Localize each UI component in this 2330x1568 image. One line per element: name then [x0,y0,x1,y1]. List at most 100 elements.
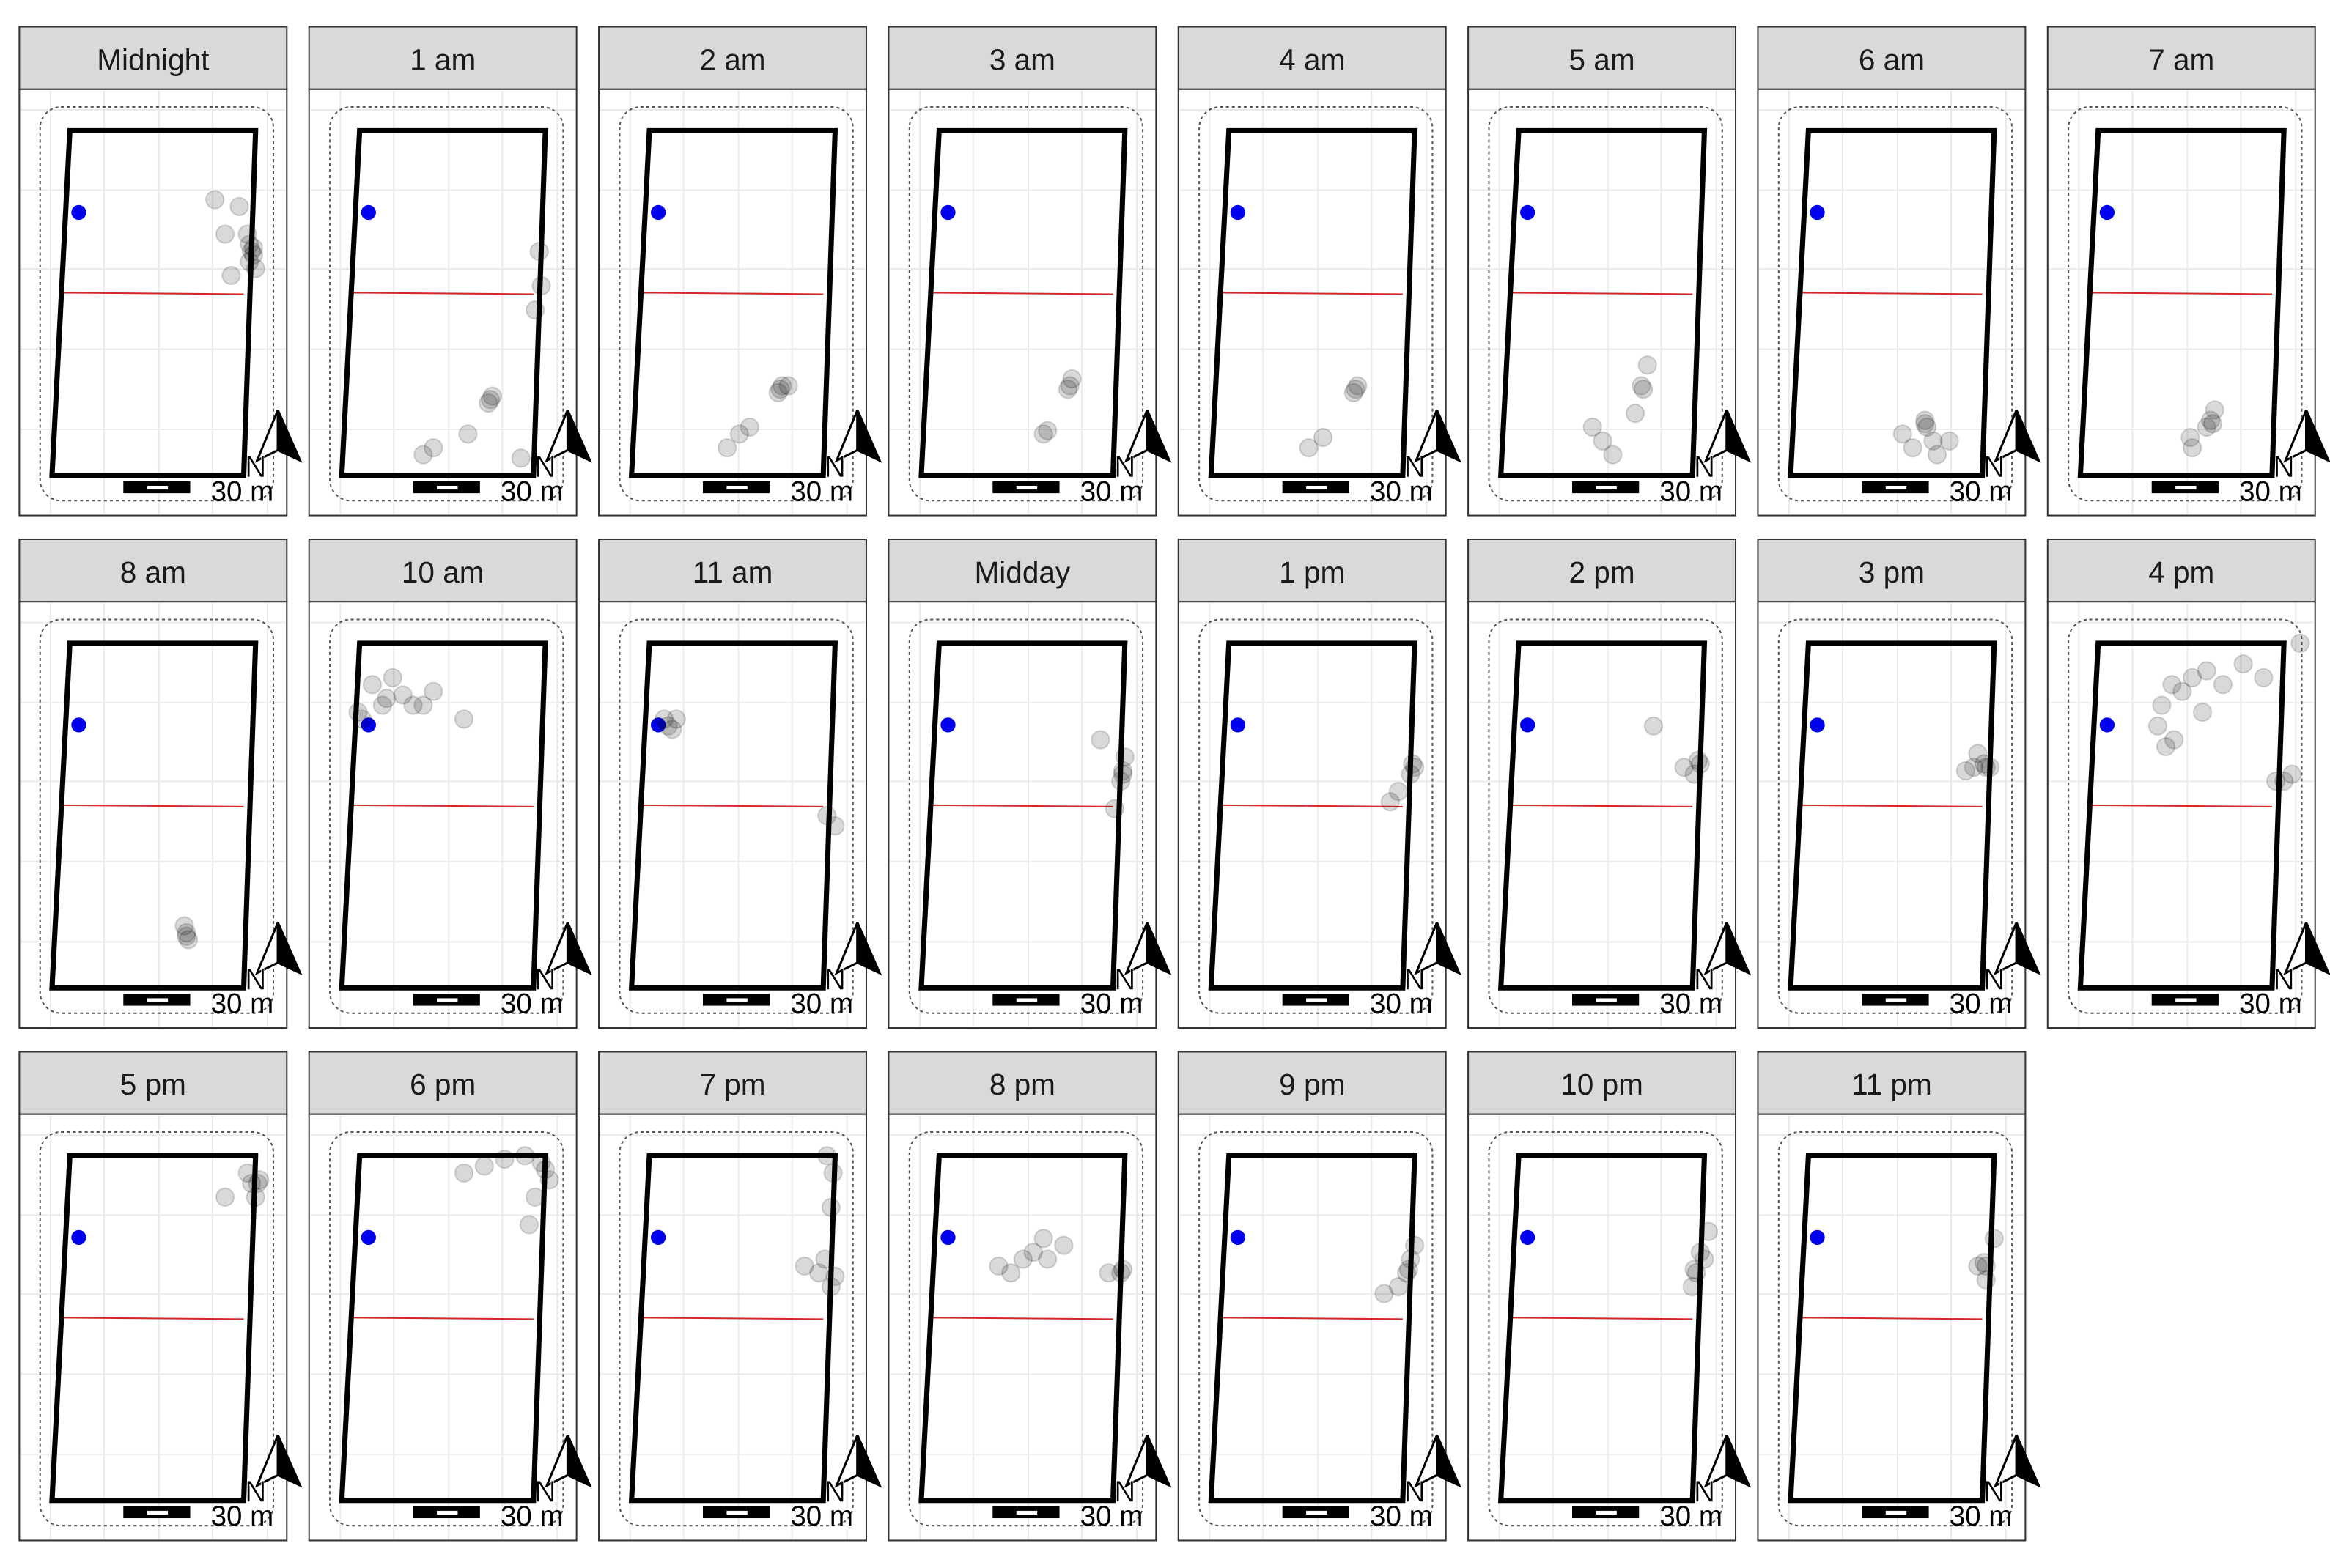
location-point [529,241,549,262]
location-point [174,916,194,936]
buffer-outline [2068,618,2303,1014]
scale-bar-inner [437,1510,458,1515]
panel: 1 pm N30 m [1177,538,1461,1029]
divider-line [643,292,824,295]
scale-label: 30 m [1659,1501,1722,1532]
scale-bar-inner [726,998,748,1002]
north-arrow-right [1146,409,1172,463]
water-point [651,1229,666,1246]
location-point [1038,1249,1058,1269]
water-point [1230,1229,1245,1246]
location-point [1404,758,1425,777]
location-point [237,1163,257,1183]
scale-bar-inner [147,1510,169,1515]
north-arrow-right [2015,1434,2041,1488]
location-point [1593,431,1612,451]
scale-label: 30 m [1370,476,1433,507]
panel-body [888,88,1157,517]
scale-bar-inner [1596,1510,1617,1515]
location-point [795,1256,814,1276]
location-point [215,1187,235,1207]
location-point [240,234,259,254]
location-point [1111,771,1131,791]
location-point [1968,744,1988,763]
panel-title: Midnight [97,42,209,76]
scale-label: 30 m [1950,988,2013,1020]
buffer-outline [329,106,564,502]
location-point [1346,380,1365,399]
location-point [663,720,682,739]
location-point [1388,781,1409,802]
buffer-outline [39,618,275,1014]
location-point [525,1187,545,1207]
panel-title: 10 am [402,555,484,589]
location-point [1695,1249,1714,1269]
location-point [2172,681,2192,701]
divider-line [353,804,534,807]
paddock [1788,1153,1997,1504]
location-point [1643,716,1664,736]
location-point [1915,414,1935,434]
panel-title: 3 pm [1859,555,1925,589]
water-point [361,1229,376,1246]
strip [888,1051,1157,1115]
location-point [243,238,264,258]
paddock [918,127,1128,478]
scale-label: 30 m [1950,476,2013,507]
paddock [339,1153,548,1504]
paddock [49,1153,259,1504]
location-point [2182,437,2202,458]
panel-title: 7 pm [699,1068,765,1101]
location-point [1980,758,2000,777]
scale-bar-inner [1306,1510,1327,1515]
location-point [1348,376,1368,396]
panel: 3 pm N30 m [1757,538,2041,1029]
panel-title: 8 am [120,555,186,589]
location-point [248,1173,268,1194]
location-point [246,259,265,278]
location-point [1603,445,1623,465]
scale-label: 30 m [211,476,274,507]
north-label: N [1983,1475,2005,1509]
scale-bar-inner [1596,998,1617,1002]
location-point [362,675,383,695]
north-label: N [1114,450,1135,484]
location-point [237,224,257,244]
scale-label: 30 m [1370,1501,1433,1532]
water-point [71,717,86,733]
location-point [215,224,235,244]
water-point [2099,204,2115,221]
location-point [1001,1263,1021,1283]
strip [18,1051,288,1115]
strip [1177,26,1447,90]
water-point [1520,717,1535,733]
buffer-outline [908,106,1144,502]
north-label: N [1983,962,2005,996]
scale-label: 30 m [1080,988,1143,1020]
scale-label: 30 m [790,988,853,1020]
location-point [989,1256,1009,1276]
location-point [1380,792,1400,812]
panel: 10 am N30 m [308,538,592,1029]
divider-line [1512,1317,1693,1320]
location-point [1111,1263,1131,1283]
buffer-outline [329,618,564,1014]
north-label: N [825,450,846,484]
location-point [531,1153,551,1172]
panel-title: 11 pm [1851,1068,1932,1101]
scale-label: 30 m [1659,476,1722,507]
location-point [1974,754,1994,774]
paddock [49,127,259,478]
location-point [2197,661,2216,681]
location-point [424,437,443,458]
divider-line [353,292,534,295]
location-point [519,1215,539,1235]
location-point [1058,380,1078,399]
scale-bar-inner [437,998,458,1002]
paddock [628,640,838,991]
paddock [1208,1153,1417,1504]
buffer-outline [908,1131,1144,1527]
location-point [768,382,788,403]
location-point [1115,747,1135,767]
panel: 3 am N30 m [888,26,1172,517]
